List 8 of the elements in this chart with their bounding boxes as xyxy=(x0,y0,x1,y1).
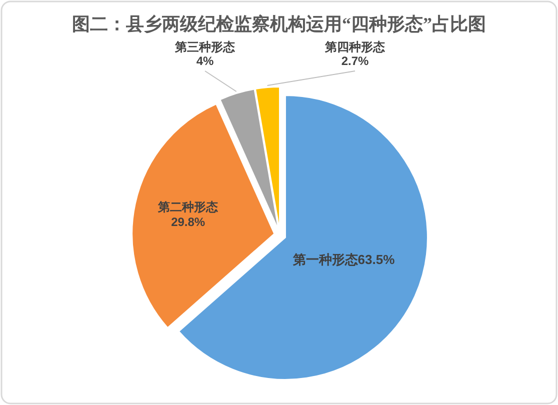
slice-label: 第一种形态63.5% xyxy=(292,252,396,267)
chart-title: 图二：县乡两级纪检监察机构运用“四种形态”占比图 xyxy=(72,14,486,34)
data-label: 2.7% xyxy=(341,54,369,68)
slice-label: 第三种形态 xyxy=(174,40,236,54)
data-label: 4% xyxy=(196,54,214,68)
slice-label: 第二种形态 xyxy=(157,200,220,214)
slice-label: 第四种形态 xyxy=(324,40,386,54)
data-label: 29.8% xyxy=(171,215,206,230)
